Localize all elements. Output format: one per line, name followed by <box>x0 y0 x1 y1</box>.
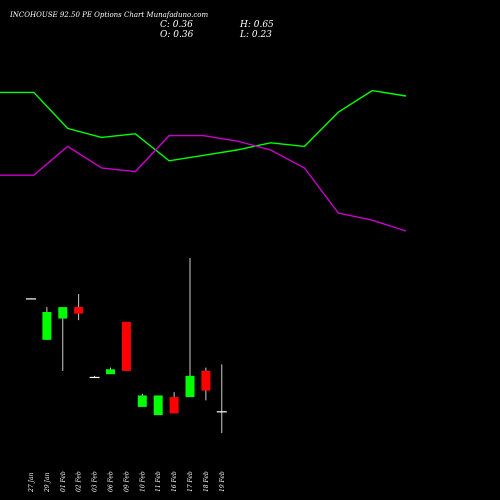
candlesticks <box>26 258 227 434</box>
indicator-lines <box>0 89 407 232</box>
candle-10-feb <box>137 393 147 407</box>
chart-title: INCOHOUSE 92.50 PE Options Chart Munafad… <box>9 11 208 19</box>
low-value: L: 0.23 <box>239 30 272 40</box>
candle-body <box>201 370 211 391</box>
candle-03-feb <box>89 375 100 379</box>
x-tick-label: 18 Feb <box>203 471 210 492</box>
x-axis-ticks: 27 Jan 29 Jan 01 Feb 02 Feb 03 Feb 06 Feb 09 F… <box>28 471 226 493</box>
candle-body <box>42 312 52 340</box>
series-line-2 <box>0 134 407 232</box>
candle-body <box>106 369 115 375</box>
candle-19-feb <box>216 364 227 434</box>
candle-body <box>153 395 163 416</box>
candle-body <box>169 397 179 414</box>
candle-body <box>58 307 68 319</box>
x-tick-label: 17 Feb <box>187 471 194 492</box>
x-tick-label: 01 Feb <box>60 471 67 492</box>
candle-02-feb <box>74 294 84 321</box>
x-tick-label: 09 Feb <box>123 471 130 492</box>
x-tick-label: 02 Feb <box>76 471 83 492</box>
x-tick-label: 29 Jan <box>44 472 51 493</box>
candle-body <box>74 307 84 314</box>
high-value: H: 0.65 <box>239 20 274 30</box>
x-tick-label: 11 Feb <box>155 471 162 492</box>
candle-17-feb <box>185 258 195 398</box>
candle-18-feb <box>201 367 211 401</box>
x-tick-label: 03 Feb <box>92 471 99 492</box>
candle-09-feb <box>121 321 131 371</box>
candle-11-feb <box>153 395 163 416</box>
x-tick-label: 27 Jan <box>28 472 35 493</box>
close-value: C: 0.36 <box>160 20 193 30</box>
x-tick-label: 16 Feb <box>171 471 178 492</box>
candle-body <box>121 321 131 371</box>
candle-06-feb <box>106 367 115 375</box>
candle-29-jan <box>42 307 52 340</box>
candle-body <box>137 395 147 407</box>
series-line-1 <box>0 89 407 162</box>
open-value: O: 0.36 <box>160 30 194 40</box>
candle-01-feb <box>58 307 68 371</box>
candle-body <box>185 375 195 398</box>
x-tick-label: 19 Feb <box>219 471 226 492</box>
x-tick-label: 10 Feb <box>139 471 146 492</box>
x-tick-label: 06 Feb <box>108 471 115 492</box>
candle-16-feb <box>169 392 179 414</box>
